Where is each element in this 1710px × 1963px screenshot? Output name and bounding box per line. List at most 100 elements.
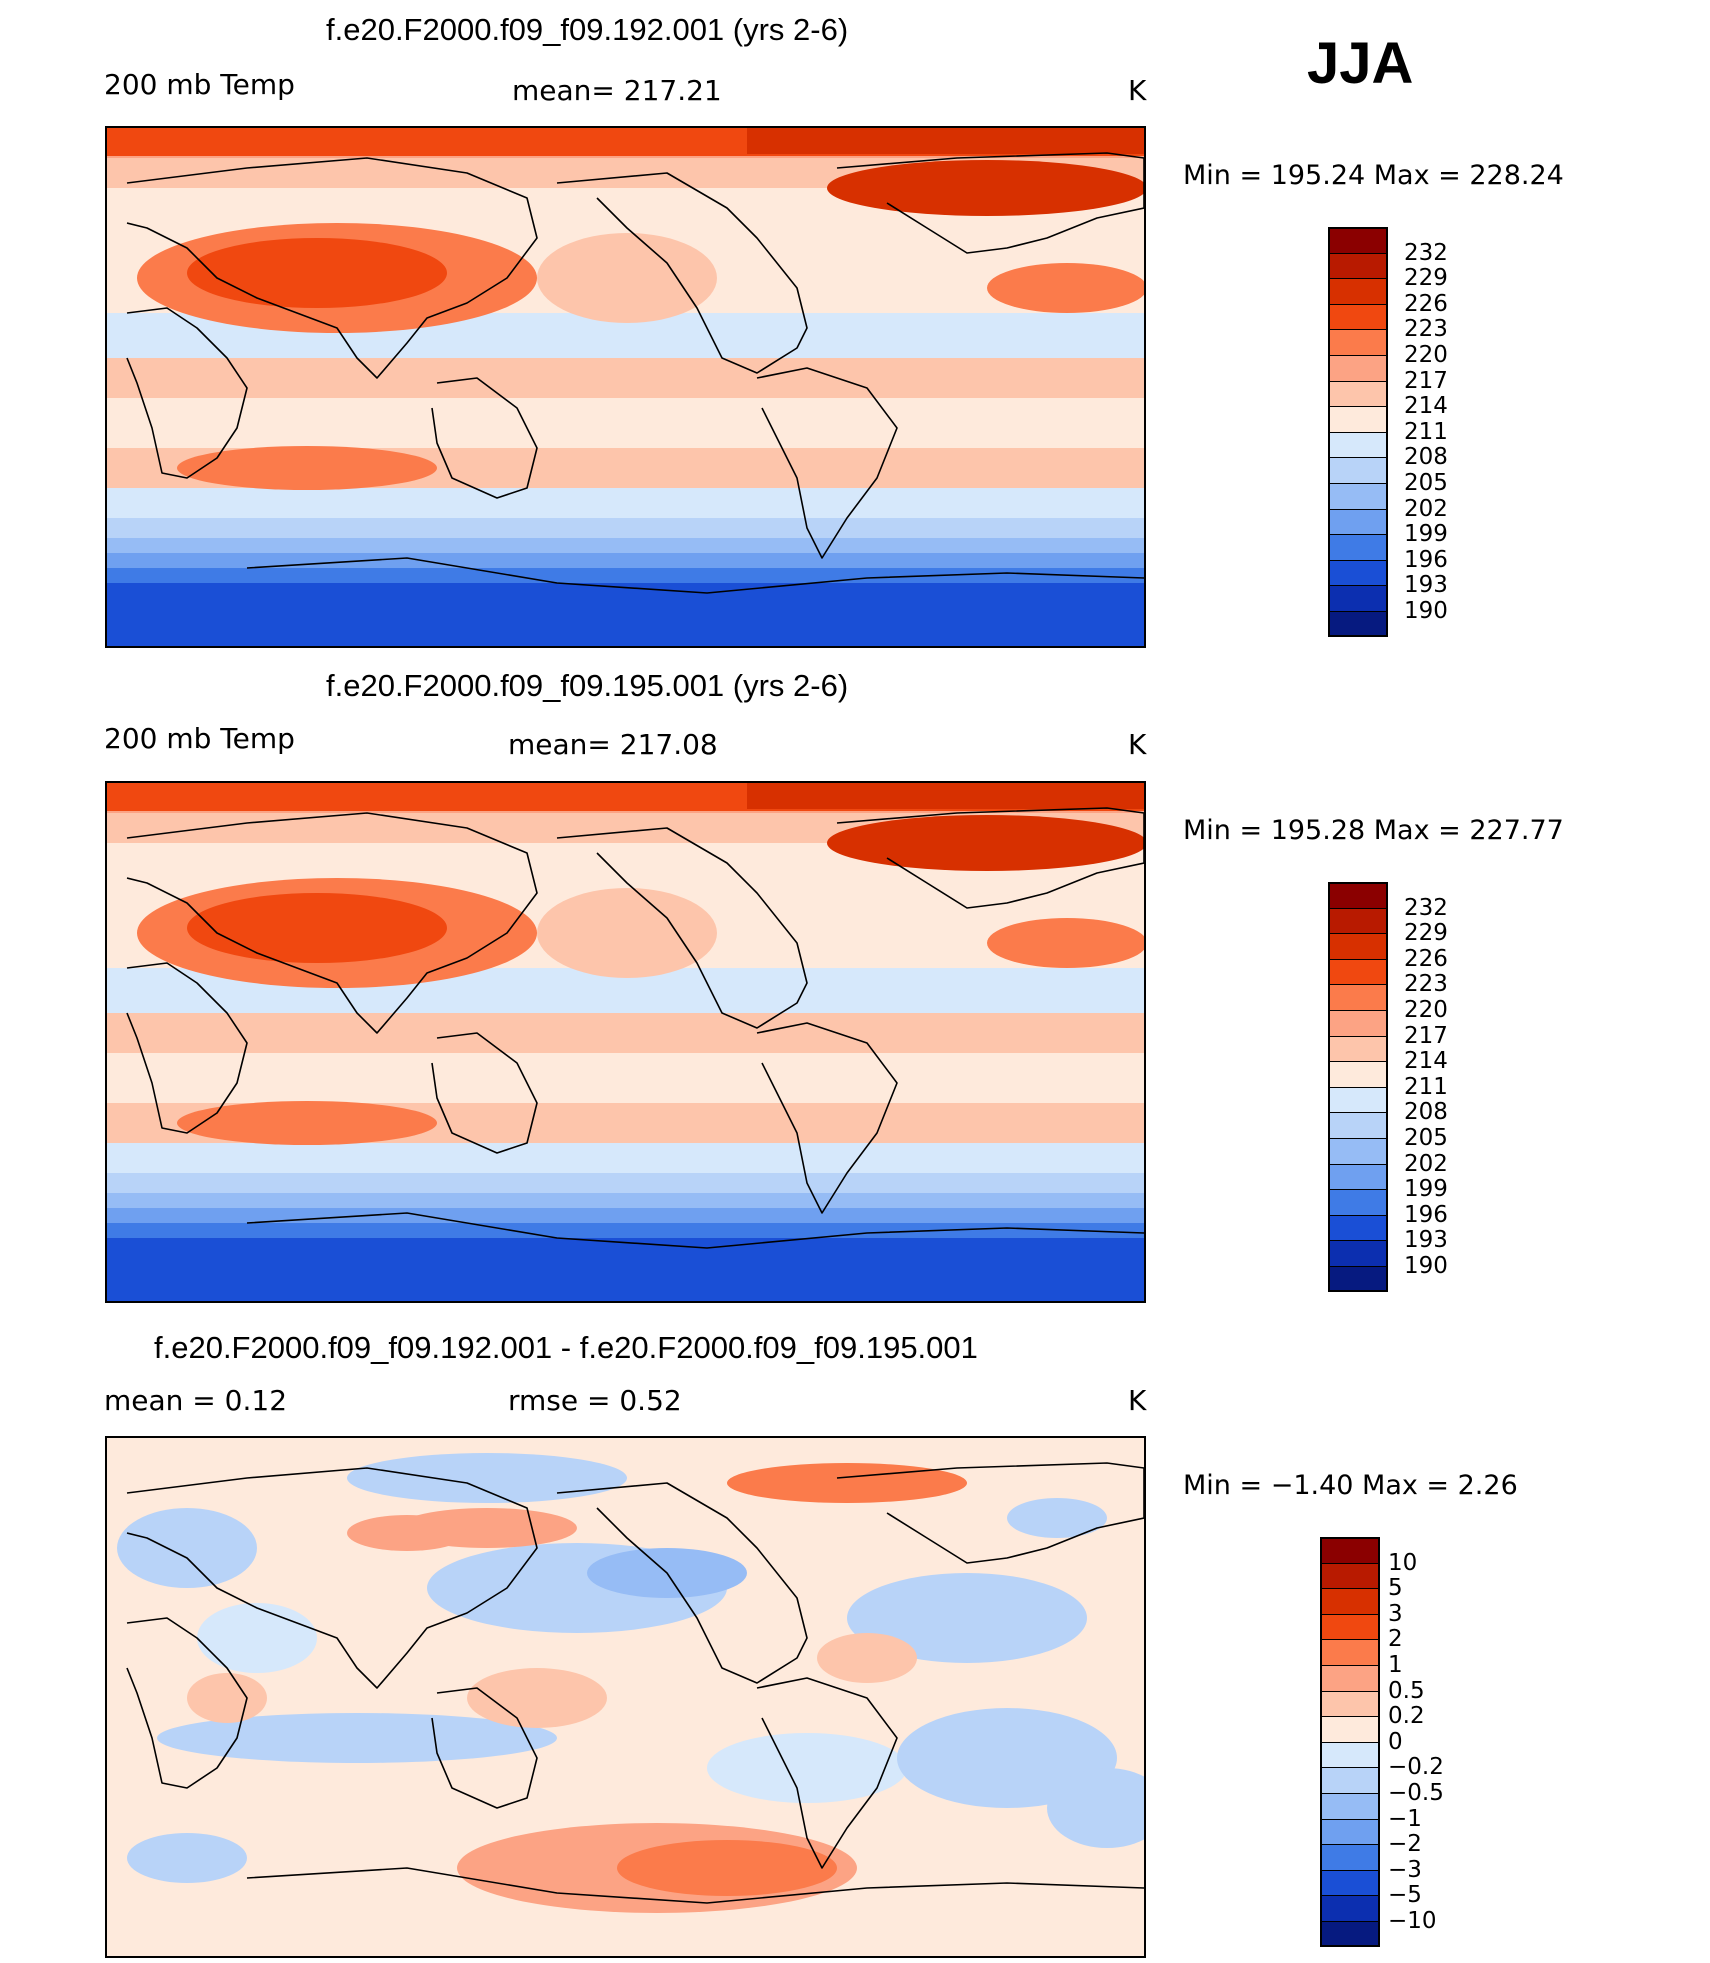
temperature-band [107, 1193, 1144, 1209]
warm-anomaly-region [187, 893, 447, 963]
colorbar-swatch [1328, 483, 1388, 509]
colorbar-tick-label: −5 [1388, 1882, 1422, 1909]
coastline [756, 1022, 898, 1214]
temperature-band [747, 128, 1144, 154]
colorbar-tick-label: 0 [1388, 1728, 1403, 1755]
difference-anomaly-region [127, 1833, 247, 1883]
panel-1-mean-label: mean= 217.21 [512, 74, 722, 107]
colorbar-tick-label: 217 [1404, 1022, 1448, 1049]
difference-anomaly-region [117, 1508, 257, 1588]
temperature-band [107, 1263, 1144, 1301]
warm-anomaly-region [987, 918, 1144, 968]
panel-1-map [105, 126, 1146, 648]
coastline [756, 1677, 898, 1869]
colorbar-tick-label: 196 [1404, 1201, 1448, 1228]
colorbar-swatch [1320, 1921, 1380, 1947]
colorbar-tick-label: 211 [1404, 418, 1448, 445]
colorbar-tick-label: 0.2 [1388, 1703, 1425, 1730]
temperature-band [107, 538, 1144, 554]
colorbar-tick-label: 1 [1388, 1652, 1403, 1678]
warm-anomaly-region [177, 1101, 437, 1145]
colorbar-tick-label: −2 [1388, 1831, 1422, 1858]
panel-2-minmax: Min = 195.28 Max = 227.77 [1183, 815, 1564, 846]
colorbar-swatch [1328, 933, 1388, 959]
temperature-band [107, 1143, 1144, 1174]
temperature-band [107, 1053, 1144, 1104]
colorbar-frame [1320, 1537, 1380, 1947]
colorbar-tick-label: 232 [1404, 894, 1448, 921]
difference-anomaly-region [347, 1453, 627, 1503]
coastline [836, 1462, 1144, 1564]
temperature-band [107, 358, 1144, 399]
colorbar-tick-label: 199 [1404, 521, 1448, 548]
colorbar-swatch [1320, 1895, 1380, 1921]
colorbar-swatch [1320, 1869, 1380, 1896]
colorbar-tick-label: 2 [1388, 1626, 1403, 1653]
colorbar-swatch [1328, 1240, 1388, 1266]
colorbar-swatch [1320, 1639, 1380, 1665]
colorbar-swatch [1328, 1086, 1388, 1113]
panel-1-minmax: Min = 195.24 Max = 228.24 [1183, 160, 1564, 191]
panel-3-units-label: K [1128, 1384, 1147, 1417]
temperature-band [107, 1013, 1144, 1054]
colorbar-swatch [1328, 406, 1388, 432]
colorbar-swatch [1328, 1138, 1388, 1164]
colorbar-swatch [1320, 1613, 1380, 1640]
panel-2-map [105, 781, 1146, 1303]
colorbar-swatch [1328, 252, 1388, 279]
coastline [126, 812, 538, 1034]
colorbar-swatch [1328, 278, 1388, 304]
temperature-band [747, 783, 1144, 809]
panel-2-contour-field [107, 783, 1144, 1301]
colorbar-tick-label: 229 [1404, 920, 1448, 947]
colorbar-frame [1328, 227, 1388, 637]
colorbar-frame [1328, 882, 1388, 1292]
colorbar-tick-label: 190 [1404, 1253, 1448, 1279]
colorbar-swatch [1320, 1690, 1380, 1717]
colorbar-tick-label: 196 [1404, 546, 1448, 573]
colorbar-swatch [1320, 1793, 1380, 1819]
colorbar-tick-label: 202 [1404, 1150, 1448, 1177]
coastline [126, 1617, 248, 1789]
coastline [246, 1867, 1144, 1904]
difference-anomaly-region [157, 1713, 557, 1763]
coastline [836, 152, 1144, 254]
colorbar-swatch [1328, 1035, 1388, 1062]
difference-anomaly-region [197, 1603, 317, 1673]
temperature-band [107, 553, 1144, 569]
panel-1-contour-field [107, 128, 1144, 646]
coastline [556, 172, 808, 374]
coastline [126, 307, 248, 479]
panel-1-title: f.e20.F2000.f09_f09.192.001 (yrs 2-6) [326, 12, 849, 47]
colorbar-swatch [1328, 1266, 1388, 1292]
colorbar-tick-label: 205 [1404, 1125, 1448, 1151]
colorbar-swatch [1328, 559, 1388, 586]
temperature-band [107, 608, 1144, 646]
season-label: JJA [1307, 31, 1414, 96]
panel-3-mean-label: mean = 0.12 [104, 1384, 288, 1417]
colorbar-tick-label: 211 [1404, 1073, 1448, 1100]
panel-2-title: f.e20.F2000.f09_f09.195.001 (yrs 2-6) [326, 668, 849, 703]
colorbar-tick-label: 205 [1404, 470, 1448, 496]
difference-anomaly-region [1047, 1768, 1144, 1848]
colorbar-swatch [1328, 1061, 1388, 1087]
colorbar-tick-label: 10 [1388, 1549, 1418, 1576]
warm-anomaly-region [987, 263, 1144, 313]
colorbar-swatch [1328, 1163, 1388, 1190]
colorbar-tick-label: 220 [1404, 342, 1448, 368]
colorbar-swatch [1328, 585, 1388, 611]
colorbar-swatch [1328, 907, 1388, 934]
colorbar-tick-label: 223 [1404, 316, 1448, 343]
warm-anomaly-region [187, 238, 447, 308]
colorbar-tick-label: 202 [1404, 495, 1448, 522]
difference-anomaly-region [467, 1668, 607, 1728]
coastline [126, 1467, 538, 1689]
panel-1-variable-label: 200 mb Temp [104, 68, 295, 101]
difference-anomaly-region [617, 1840, 837, 1896]
coastline [556, 827, 808, 1029]
temperature-band [107, 1223, 1144, 1239]
panel-2-variable-label: 200 mb Temp [104, 722, 295, 755]
difference-anomaly-region [347, 1515, 467, 1551]
warm-anomaly-region [827, 815, 1144, 871]
difference-anomaly-region [707, 1733, 907, 1803]
